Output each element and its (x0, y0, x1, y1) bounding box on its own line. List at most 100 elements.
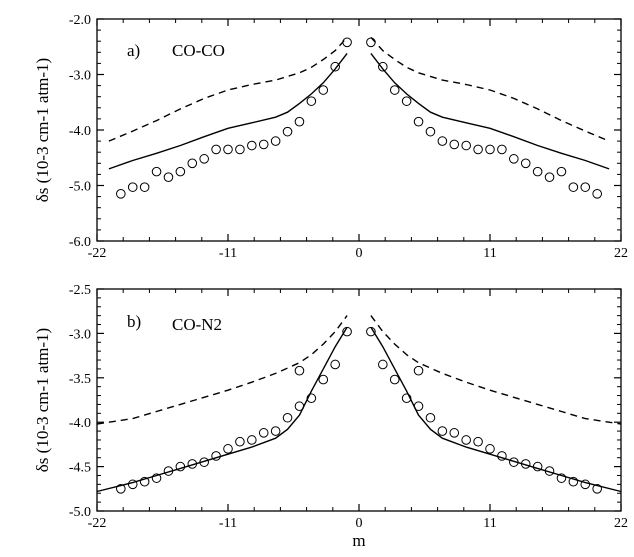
dashed-curve-left (96, 315, 348, 425)
x-tick-labels: -22 -11 0 11 22 (88, 246, 628, 261)
data-point (116, 189, 126, 199)
data-point (473, 436, 483, 447)
data-point (163, 466, 174, 476)
solid-curve-left (96, 326, 348, 493)
data-point (580, 479, 591, 490)
data-point (556, 473, 567, 483)
dashed-curve-left (108, 36, 348, 142)
data-point (520, 459, 531, 469)
data-point (497, 451, 507, 461)
data-point (485, 144, 495, 155)
data-point (425, 412, 436, 423)
tick-marks (96, 18, 622, 242)
data-point (401, 96, 412, 106)
data-point (389, 85, 400, 95)
data-point (318, 85, 329, 95)
panel-label: a) (127, 41, 140, 60)
data-point (449, 139, 460, 150)
data-point (485, 444, 495, 454)
x-tick-label: -22 (88, 516, 107, 531)
data-point (199, 457, 209, 467)
x-tick-label: -11 (219, 246, 237, 261)
data-point (211, 144, 221, 155)
data-point (247, 140, 257, 151)
y-tick-label: -4.0 (69, 416, 91, 431)
data-point (556, 166, 567, 177)
solid-curve-right (370, 326, 622, 493)
y-axis-title: δs (10-3 cm-1 atm-1) (33, 328, 52, 472)
series-lines (96, 315, 622, 493)
data-point (258, 139, 269, 150)
data-point (509, 457, 519, 467)
data-point (282, 126, 293, 137)
data-point (270, 136, 281, 146)
data-point (473, 144, 483, 155)
data-point (223, 144, 233, 155)
y-tick-label: -6.0 (69, 235, 91, 250)
data-point (235, 144, 245, 155)
data-point (592, 189, 602, 199)
data-point (175, 461, 186, 472)
panel-annotation: CO-N2 (172, 315, 222, 334)
data-point (294, 365, 305, 376)
y-tick-labels: -5.0 -4.5 -4.0 -3.5 -3.0 -2.5 (69, 283, 91, 520)
dashed-curve-right (370, 36, 610, 142)
data-point (175, 166, 186, 177)
x-tick-label: 11 (483, 246, 496, 261)
data-point (247, 435, 257, 445)
y-tick-label: -5.0 (69, 180, 91, 195)
tick-marks (96, 288, 622, 512)
data-point (330, 61, 340, 72)
data-point (342, 37, 352, 48)
data-point (366, 37, 376, 48)
data-point (449, 428, 460, 438)
data-point (520, 158, 531, 169)
x-tick-label: 11 (483, 516, 496, 531)
y-tick-label: -3.0 (69, 327, 91, 342)
x-tick-label: -22 (88, 246, 107, 261)
data-point (437, 426, 448, 436)
y-tick-label: -5.0 (69, 505, 91, 520)
data-point (151, 473, 162, 483)
y-tick-label: -3.5 (69, 372, 91, 387)
data-point (139, 182, 150, 192)
data-point (413, 116, 424, 127)
data-point (127, 182, 138, 192)
panel-a: -22 -11 0 11 22 -6.0 -5.0 -4.0 -3.0 -2.0 a) CO-C… (33, 13, 628, 261)
panel-label: b) (127, 312, 141, 331)
series-markers (116, 326, 602, 494)
panel-b: -22 -11 0 11 22 -5.0-4.5-4.0-3.5-3.0-2.5 b) … (33, 283, 628, 550)
y-tick-label: -2.0 (69, 13, 91, 28)
panel-annotation: CO-CO (172, 41, 225, 60)
data-point (163, 172, 174, 182)
data-point (139, 476, 150, 487)
data-point (532, 166, 543, 177)
y-tick-label: -2.5 (69, 283, 91, 298)
data-point (580, 182, 591, 192)
x-tick-labels: -22 -11 0 11 22 (88, 516, 628, 531)
y-tick-label: -4.0 (69, 124, 91, 139)
data-point (366, 326, 376, 337)
y-axis-title: δs (10-3 cm-1 atm-1) (33, 58, 52, 202)
data-point (187, 158, 198, 169)
x-tick-label: 0 (356, 246, 363, 261)
data-point (199, 154, 209, 164)
x-tick-label: 0 (356, 516, 363, 531)
data-point (151, 166, 162, 177)
data-point (211, 451, 221, 461)
data-point (306, 393, 317, 404)
y-tick-label: -4.5 (69, 461, 91, 476)
x-axis-title: m (352, 531, 365, 550)
data-point (294, 401, 305, 412)
data-point (389, 374, 400, 385)
data-point (413, 365, 424, 376)
series-lines (108, 36, 610, 170)
data-point (270, 426, 281, 436)
data-point (413, 401, 424, 412)
data-point (497, 144, 507, 155)
data-point (282, 412, 293, 423)
data-point (437, 136, 448, 146)
y-tick-label: -3.0 (69, 69, 91, 84)
